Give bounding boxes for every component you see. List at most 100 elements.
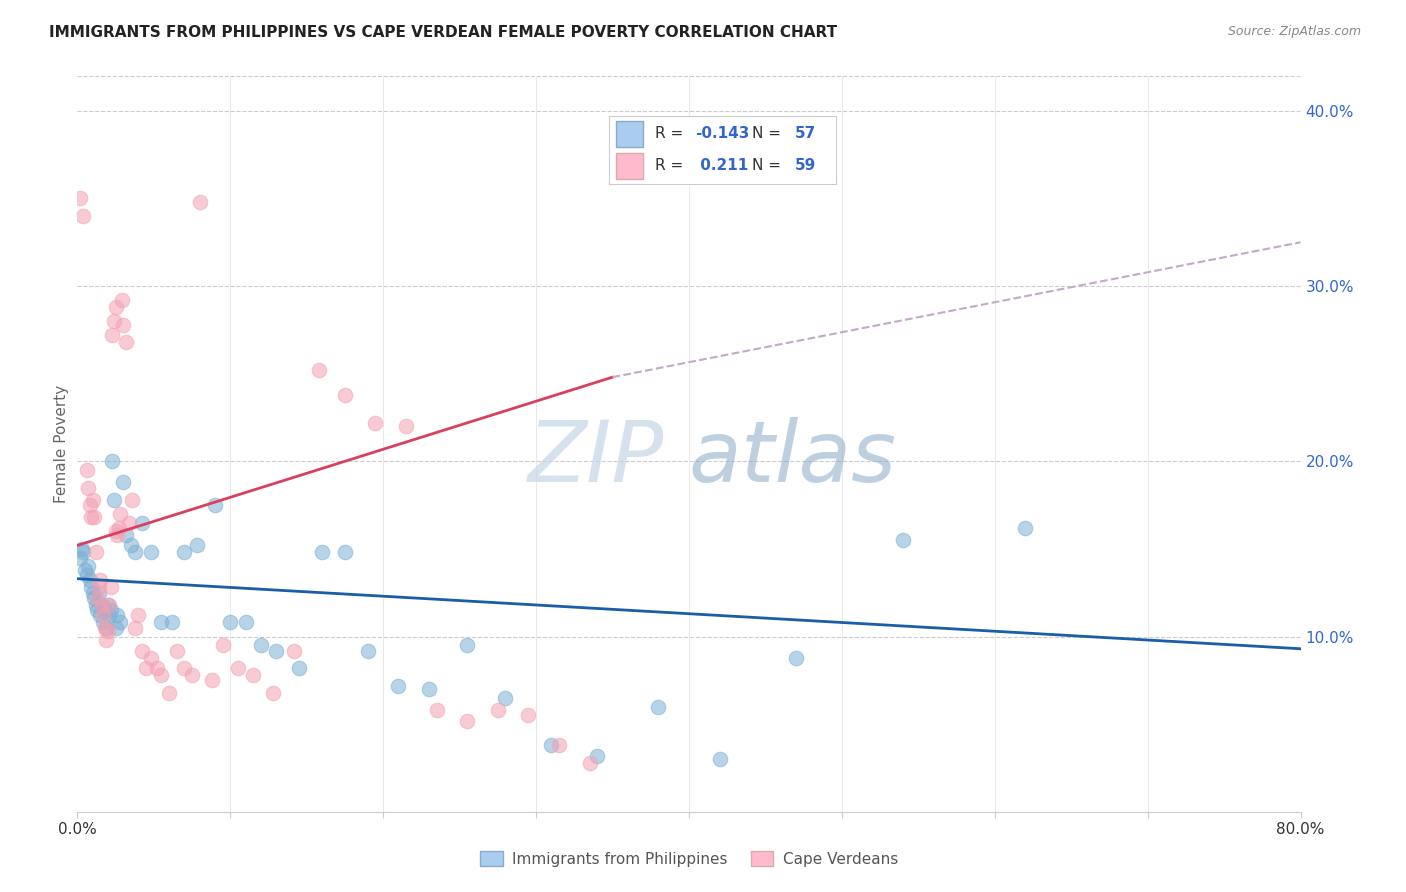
- Point: [103, 492, 125, 507]
- Point: [100, 603, 122, 617]
- Point: [150, 615, 173, 630]
- Point: [103, 314, 125, 328]
- Point: [364, 416, 387, 430]
- Point: [181, 668, 204, 682]
- Point: [1014, 521, 1036, 535]
- Point: [100, 581, 122, 595]
- Point: [97, 598, 120, 612]
- Point: [112, 475, 135, 490]
- Point: [101, 328, 124, 343]
- Point: [186, 538, 208, 552]
- Point: [80, 510, 103, 524]
- Point: [111, 293, 134, 307]
- Point: [235, 615, 257, 630]
- Point: [83, 591, 105, 605]
- Point: [91, 615, 114, 630]
- Point: [387, 679, 409, 693]
- Point: [173, 661, 195, 675]
- Point: [98, 608, 121, 623]
- Point: [101, 454, 124, 468]
- Point: [87, 581, 110, 595]
- Point: [84, 598, 107, 612]
- Point: [79, 498, 101, 512]
- Point: [69, 192, 91, 206]
- Point: [108, 507, 131, 521]
- Point: [308, 363, 330, 377]
- Point: [80, 581, 103, 595]
- Point: [785, 650, 807, 665]
- Point: [333, 545, 356, 559]
- Point: [112, 318, 135, 332]
- Point: [76, 463, 98, 477]
- Point: [124, 621, 146, 635]
- Point: [79, 574, 101, 588]
- Legend: Immigrants from Philippines, Cape Verdeans: Immigrants from Philippines, Cape Verdea…: [479, 851, 898, 867]
- Point: [76, 568, 98, 582]
- Point: [150, 668, 173, 682]
- Point: [77, 481, 100, 495]
- Point: [160, 615, 183, 630]
- Point: [333, 387, 356, 401]
- Point: [124, 545, 146, 559]
- Point: [98, 598, 121, 612]
- Point: [118, 516, 141, 530]
- Point: [262, 685, 284, 699]
- Point: [96, 621, 118, 635]
- Text: ZIP: ZIP: [529, 417, 665, 500]
- Point: [540, 738, 562, 752]
- Point: [146, 661, 169, 675]
- Point: [166, 643, 188, 657]
- Point: [89, 608, 111, 623]
- Point: [82, 492, 104, 507]
- Point: [486, 703, 509, 717]
- Point: [104, 524, 127, 539]
- Point: [127, 608, 149, 623]
- Point: [86, 603, 108, 617]
- Point: [77, 559, 100, 574]
- Point: [250, 638, 273, 652]
- Point: [69, 550, 91, 565]
- Y-axis label: Female Poverty: Female Poverty: [53, 384, 69, 503]
- Point: [91, 608, 114, 623]
- Point: [135, 661, 157, 675]
- Point: [73, 563, 96, 577]
- Point: [226, 661, 249, 675]
- Point: [709, 752, 731, 766]
- Text: IMMIGRANTS FROM PHILIPPINES VS CAPE VERDEAN FEMALE POVERTY CORRELATION CHART: IMMIGRANTS FROM PHILIPPINES VS CAPE VERD…: [49, 25, 838, 40]
- Point: [105, 528, 128, 542]
- Point: [115, 528, 138, 542]
- Point: [97, 624, 120, 639]
- Point: [891, 533, 914, 548]
- Point: [89, 574, 111, 588]
- Point: [586, 748, 609, 763]
- Point: [94, 621, 117, 635]
- Point: [87, 585, 110, 599]
- Point: [357, 643, 380, 657]
- Point: [242, 668, 264, 682]
- Point: [131, 516, 153, 530]
- Point: [647, 699, 669, 714]
- Point: [72, 545, 94, 559]
- Point: [517, 708, 540, 723]
- Text: Source: ZipAtlas.com: Source: ZipAtlas.com: [1227, 25, 1361, 38]
- Point: [86, 591, 108, 605]
- Point: [120, 538, 142, 552]
- Point: [96, 633, 118, 648]
- Point: [70, 541, 93, 556]
- Point: [395, 419, 418, 434]
- Point: [188, 194, 211, 209]
- Point: [83, 510, 105, 524]
- Point: [115, 335, 138, 350]
- Point: [219, 615, 242, 630]
- Point: [105, 608, 128, 623]
- Point: [90, 598, 112, 612]
- Point: [90, 598, 112, 612]
- Point: [264, 643, 287, 657]
- Point: [104, 621, 127, 635]
- Point: [456, 638, 478, 652]
- Point: [157, 685, 180, 699]
- Point: [131, 643, 153, 657]
- Point: [548, 738, 571, 752]
- Point: [107, 521, 129, 535]
- Point: [418, 681, 440, 696]
